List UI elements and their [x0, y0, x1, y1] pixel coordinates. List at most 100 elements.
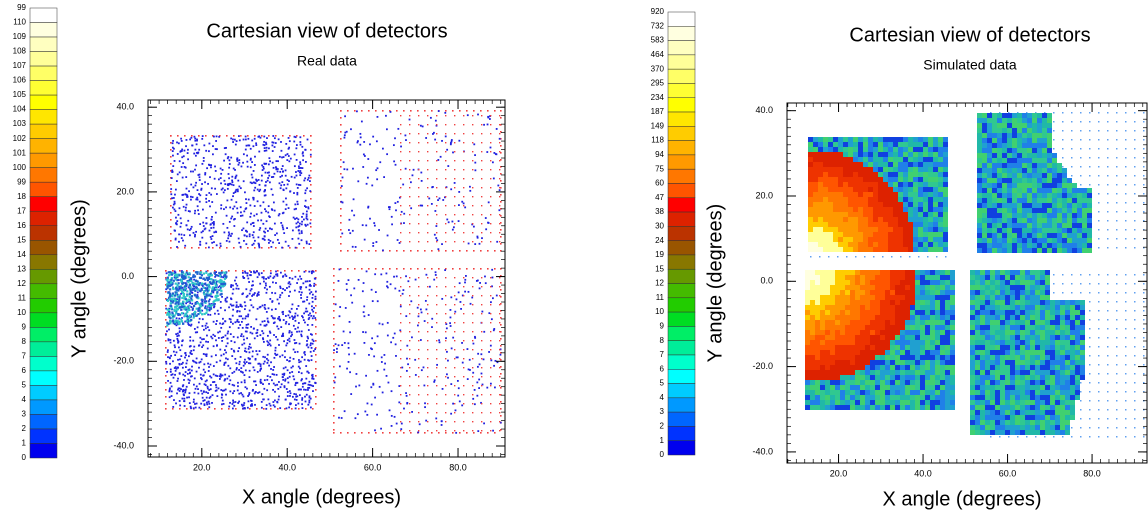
point	[219, 242, 222, 245]
point	[409, 196, 411, 198]
point	[300, 335, 303, 338]
cell	[878, 242, 883, 247]
point	[376, 300, 379, 303]
cell	[883, 247, 888, 252]
point	[265, 162, 268, 165]
point	[463, 412, 465, 414]
point	[170, 198, 172, 200]
point	[499, 348, 502, 351]
cell	[838, 162, 843, 167]
point	[201, 396, 204, 399]
point	[390, 390, 393, 393]
point	[310, 291, 313, 293]
point	[287, 244, 290, 247]
point	[311, 270, 314, 273]
point	[264, 184, 267, 187]
point	[223, 159, 225, 162]
point	[436, 178, 438, 180]
point	[427, 133, 429, 135]
point	[441, 387, 444, 390]
point	[1116, 157, 1118, 159]
cell	[888, 192, 893, 197]
point	[219, 378, 221, 380]
cell	[888, 157, 893, 162]
cell	[883, 197, 888, 202]
point	[220, 188, 223, 191]
point	[276, 238, 279, 241]
color-label: 108	[13, 47, 27, 56]
point	[333, 310, 335, 312]
point	[235, 174, 238, 177]
point	[246, 387, 248, 390]
cell	[868, 242, 873, 247]
point	[409, 421, 411, 423]
point	[217, 286, 220, 289]
color-box	[29, 181, 58, 197]
point	[490, 304, 492, 306]
point	[233, 135, 235, 137]
point	[310, 219, 312, 221]
point	[282, 200, 285, 203]
point	[196, 138, 198, 141]
point	[372, 135, 375, 138]
point	[260, 272, 263, 275]
point	[208, 150, 210, 153]
point	[483, 330, 486, 333]
point	[480, 353, 483, 356]
point	[490, 178, 492, 180]
point	[283, 372, 286, 375]
point	[236, 389, 239, 392]
point	[197, 209, 199, 212]
point	[190, 375, 192, 378]
point	[372, 242, 375, 245]
point	[204, 295, 207, 298]
point	[213, 381, 216, 383]
color-label: 920	[651, 7, 665, 16]
point	[340, 180, 342, 182]
point	[438, 250, 440, 252]
point	[207, 182, 209, 185]
cell	[853, 227, 858, 232]
point	[226, 342, 229, 345]
point	[385, 272, 388, 275]
point	[310, 247, 312, 249]
color-box	[667, 83, 696, 98]
point	[333, 380, 335, 382]
point	[382, 268, 384, 270]
point	[245, 323, 248, 326]
point	[1134, 121, 1136, 123]
point	[359, 143, 362, 146]
point	[200, 274, 203, 277]
point	[254, 391, 257, 394]
point	[434, 138, 437, 141]
point	[296, 203, 299, 206]
point	[234, 191, 237, 194]
point	[254, 357, 257, 360]
point	[340, 222, 342, 224]
point	[340, 229, 342, 231]
point	[463, 277, 465, 279]
cell	[823, 202, 828, 207]
point	[405, 315, 408, 318]
point	[177, 322, 181, 325]
point	[215, 386, 218, 389]
point	[450, 347, 453, 350]
point	[378, 229, 380, 231]
point	[242, 407, 245, 410]
cell	[868, 147, 873, 152]
point	[204, 172, 207, 174]
point	[206, 347, 209, 350]
point	[419, 124, 422, 127]
point	[374, 429, 376, 432]
color-box	[29, 123, 58, 139]
point	[263, 408, 265, 410]
point	[418, 340, 420, 342]
point	[232, 399, 234, 402]
point	[285, 197, 287, 200]
point	[219, 135, 221, 137]
point	[176, 293, 179, 296]
point	[191, 365, 193, 368]
point	[462, 202, 465, 205]
point	[183, 307, 186, 310]
point	[1116, 301, 1118, 303]
